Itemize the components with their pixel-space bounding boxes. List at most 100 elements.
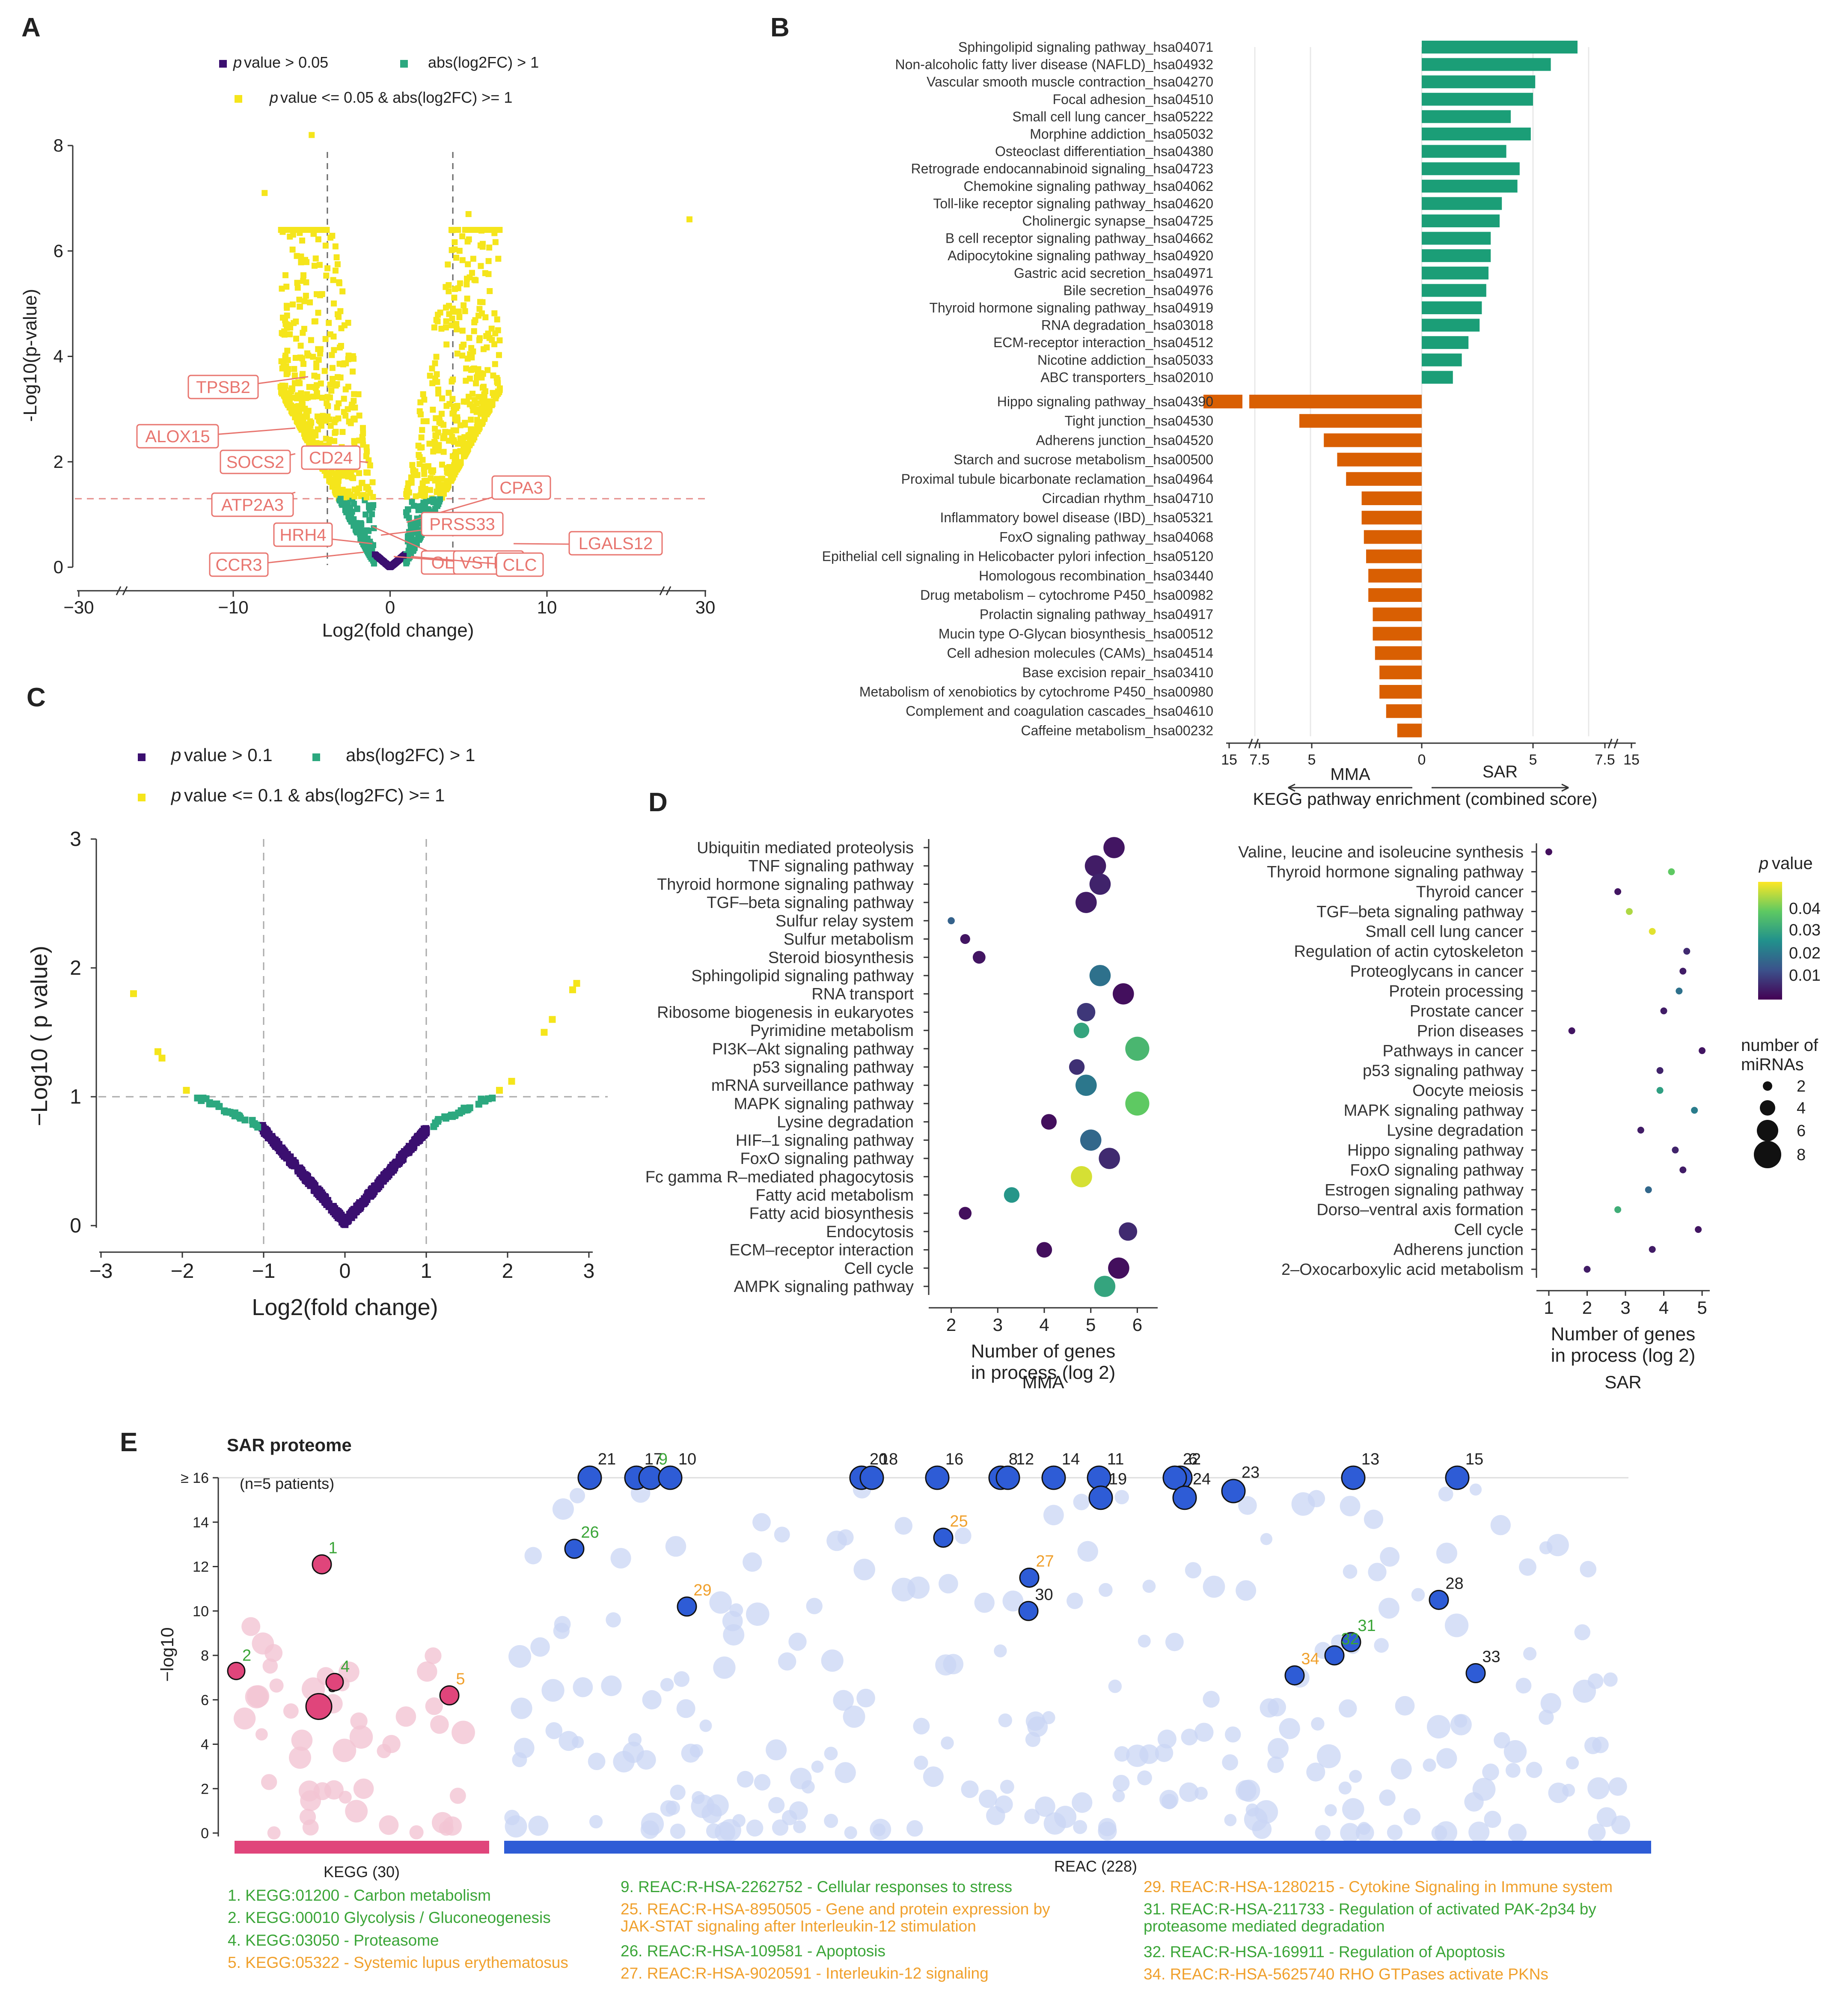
term-dot-reac-faded [1316, 1744, 1341, 1768]
term-label: ECM–receptor interaction [729, 1241, 914, 1259]
gene-point [301, 298, 308, 304]
pathway-label: Retrograde endocannabinoid signaling_hsa… [911, 161, 1213, 176]
gene-point [294, 253, 300, 259]
x-tick-label: 5 [1308, 752, 1316, 768]
term-dot-kegg-faded [298, 1780, 320, 1802]
bar-mma [1299, 414, 1422, 428]
term-dot-reac-faded [1073, 1820, 1087, 1834]
gene-point [324, 227, 330, 233]
gene-point [397, 1154, 404, 1161]
enrichment-dot [1637, 1127, 1644, 1134]
gene-point [158, 1054, 166, 1062]
gene-point [495, 256, 502, 262]
gene-point [329, 352, 335, 358]
gene-point [475, 1101, 482, 1108]
term-dot-reac-faded [554, 1616, 571, 1633]
gene-point [350, 368, 356, 375]
gene-label: ATP2A3 [221, 496, 284, 515]
gene-point [351, 486, 358, 493]
gene-point [329, 232, 336, 239]
term-label: Estrogen signaling pathway [1325, 1181, 1524, 1199]
term-label: Pyrimidine metabolism [750, 1022, 914, 1040]
term-dot-reac-faded [1236, 1580, 1257, 1601]
gene-point [306, 384, 312, 390]
gene-point [573, 980, 580, 987]
term-dot-kegg-faded [245, 1685, 268, 1708]
term-label: Ubiquitin mediated proteolysis [697, 839, 914, 857]
term-dot-reac-faded [743, 1552, 762, 1572]
term-label: mRNA surveillance pathway [711, 1077, 914, 1095]
pathway-label: Gastric acid secretion_hsa04971 [1014, 265, 1213, 281]
term-dot-reac-faded [1025, 1732, 1040, 1747]
gene-point [337, 308, 344, 314]
gene-point [339, 429, 346, 435]
term-label: MAPK signaling pathway [734, 1095, 914, 1113]
y-tick-label: 6 [53, 241, 63, 261]
gene-point [489, 401, 496, 407]
gene-point [430, 448, 437, 455]
gene-point [357, 535, 364, 542]
gene-label-box [187, 375, 259, 399]
term-dot-reac-faded [856, 1688, 875, 1708]
y-tick-label: 8 [201, 1648, 209, 1664]
term-label: Lysine degradation [1387, 1122, 1524, 1140]
gene-point [362, 511, 369, 518]
bar-sar [1422, 179, 1518, 193]
y-tick-label: 6 [201, 1692, 209, 1708]
gene-point [318, 380, 324, 387]
term-dot-reac-faded [1043, 1505, 1064, 1526]
gene-point [454, 326, 460, 333]
volcano-points [261, 132, 692, 570]
term-number: 28 [1445, 1574, 1463, 1592]
enrichment-dot [959, 1207, 972, 1220]
gene-label: CD24 [309, 449, 353, 467]
term-dot-reac-faded [511, 1697, 532, 1719]
term-dot-reac-faded [545, 1722, 563, 1739]
gene-point [446, 438, 452, 444]
term-number: 16 [945, 1450, 963, 1468]
term-label: RNA transport [811, 985, 914, 1003]
gene-label: LGALS12 [579, 534, 653, 553]
gene-point [339, 288, 346, 295]
y-axis-title: −Log10 ( p value) [27, 946, 52, 1126]
term-dot-reac-faded [1235, 1780, 1257, 1801]
gene-point [416, 461, 423, 467]
gene-point [360, 527, 367, 534]
term-label: Thyroid hormone signaling pathway [657, 875, 914, 893]
term-dot-reac-faded [1355, 1823, 1374, 1842]
gene-point [314, 413, 321, 420]
gene-point [213, 1100, 220, 1107]
term-dot-reac-faded [606, 1612, 621, 1628]
gene-point [289, 227, 296, 233]
term-number: 9 [659, 1450, 668, 1468]
gene-point [449, 315, 455, 322]
y-tick-label: 3 [70, 828, 81, 851]
term-dot-reac-faded [1245, 1803, 1259, 1817]
gene-point [359, 480, 365, 486]
term-dot-kegg-faded [289, 1746, 311, 1769]
term-dot-reac-faded [1138, 1634, 1151, 1648]
gene-point [315, 426, 321, 432]
gene-point [481, 414, 488, 420]
gene-point [433, 415, 439, 421]
term-dot-reac-faded [1539, 1709, 1554, 1725]
term-dot-reac-faded [1562, 1784, 1575, 1797]
gene-point [434, 503, 440, 509]
term-dot-reac-faded [660, 1678, 674, 1692]
arrow-left-icon [1288, 783, 1412, 792]
gene-point [330, 277, 336, 283]
gene-label: CPA3 [499, 479, 543, 497]
gene-point [234, 1111, 241, 1119]
bar-mma [1324, 433, 1422, 447]
term-number: 4 [341, 1658, 350, 1676]
gene-point [423, 418, 430, 424]
gene-point [345, 356, 351, 363]
gene-point [334, 261, 341, 268]
term-label: Lysine degradation [777, 1113, 914, 1131]
y-tick-label: 2 [201, 1781, 209, 1797]
pathway-label: Circadian rhythm_hsa04710 [1042, 491, 1213, 506]
term-dot-reac-faded [766, 1739, 787, 1761]
term-dot-reac-faded [754, 1774, 771, 1791]
x-tick-label: 2 [946, 1315, 956, 1335]
gene-point [443, 465, 450, 471]
